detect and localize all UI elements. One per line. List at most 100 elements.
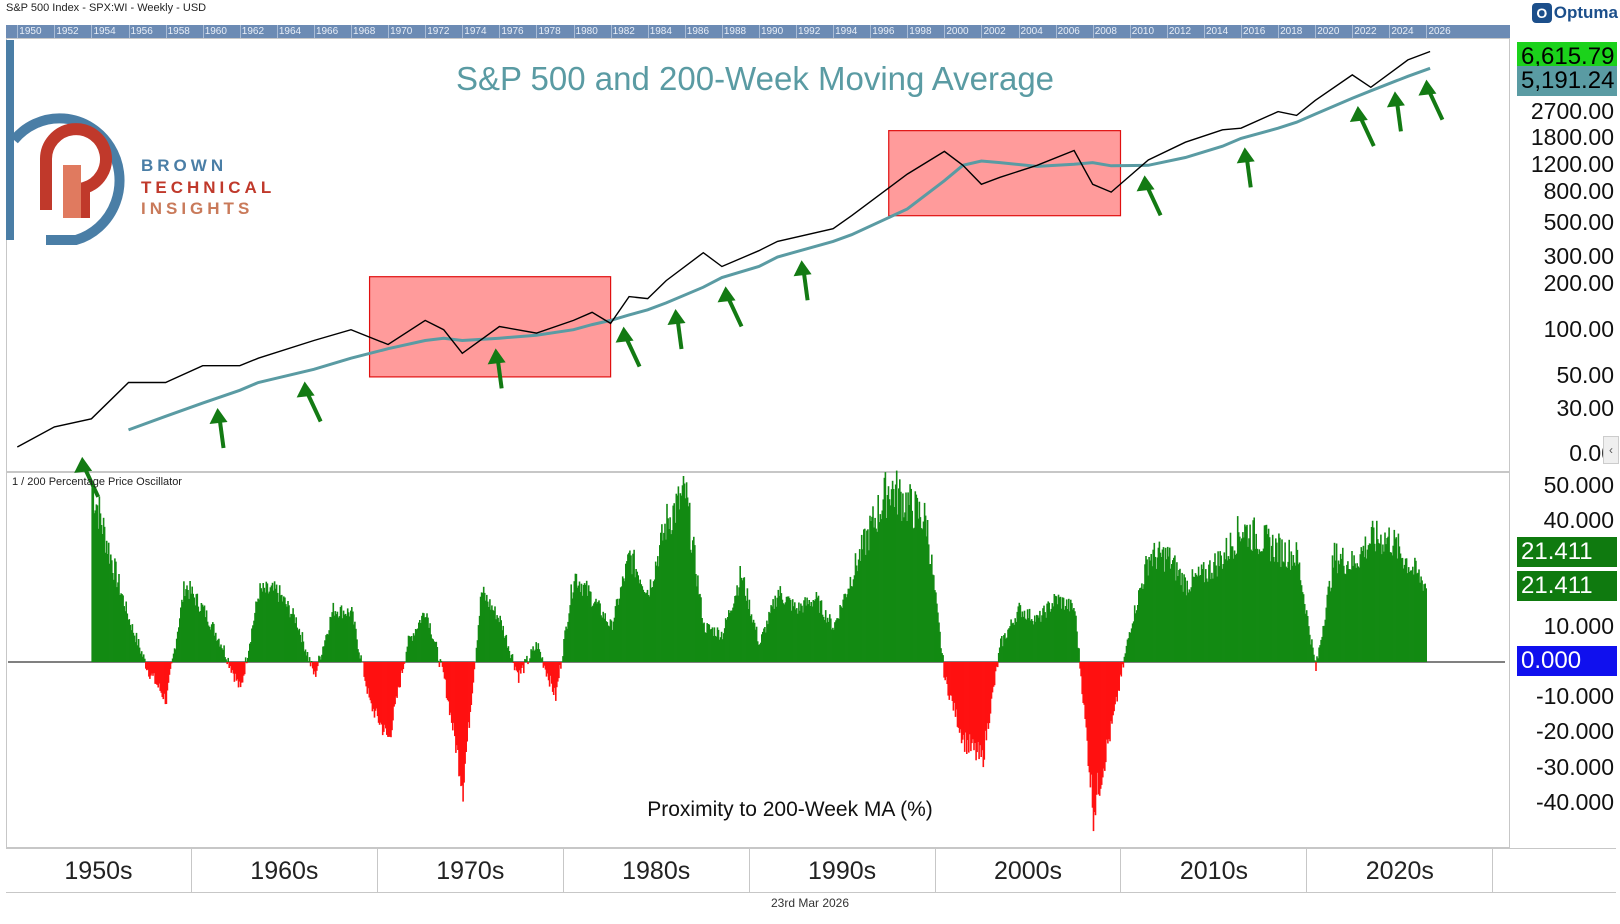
positive-bar bbox=[339, 607, 342, 662]
positive-bar bbox=[838, 618, 840, 662]
negative-bar bbox=[379, 662, 382, 723]
negative-bar bbox=[148, 662, 150, 677]
positive-bar bbox=[873, 527, 875, 662]
negative-bar bbox=[240, 662, 243, 683]
positive-bar bbox=[803, 600, 805, 662]
negative-bar bbox=[386, 662, 388, 735]
positive-bar bbox=[1231, 546, 1234, 662]
positive-bar bbox=[419, 620, 421, 662]
positive-bar bbox=[1379, 543, 1381, 662]
up-arrow-head-icon bbox=[487, 348, 506, 365]
negative-bar bbox=[236, 662, 239, 680]
negative-bar bbox=[1079, 662, 1081, 669]
positive-bar bbox=[1199, 575, 1202, 662]
positive-bar bbox=[779, 586, 782, 662]
negative-bar bbox=[527, 662, 529, 665]
negative-bar bbox=[974, 662, 976, 743]
positive-bar bbox=[130, 630, 133, 662]
negative-bar bbox=[402, 662, 405, 670]
year-tick bbox=[17, 25, 19, 38]
positive-bar bbox=[1010, 619, 1012, 662]
up-arrow-head-icon bbox=[1236, 147, 1255, 164]
positive-bar bbox=[790, 610, 793, 662]
positive-bar bbox=[566, 628, 568, 662]
up-arrow-icon bbox=[1426, 88, 1445, 121]
positive-bar bbox=[1394, 538, 1397, 662]
up-arrow-icon bbox=[1358, 115, 1376, 147]
year-label: 1970 bbox=[390, 26, 413, 37]
positive-bar bbox=[789, 600, 792, 662]
positive-bar bbox=[783, 604, 786, 662]
positive-bar bbox=[1131, 623, 1134, 662]
positive-bar bbox=[247, 657, 249, 662]
positive-bar bbox=[804, 597, 806, 662]
positive-bar bbox=[919, 517, 922, 662]
negative-bar bbox=[232, 662, 235, 674]
positive-bar bbox=[539, 651, 542, 662]
positive-bar bbox=[1381, 554, 1383, 662]
positive-bar bbox=[1266, 534, 1269, 662]
negative-bar bbox=[1105, 662, 1107, 763]
positive-bar bbox=[730, 610, 732, 662]
positive-bar bbox=[1371, 520, 1374, 662]
positive-bar bbox=[115, 561, 117, 662]
positive-bar bbox=[426, 613, 428, 662]
positive-bar bbox=[1056, 604, 1059, 662]
positive-bar bbox=[1072, 609, 1074, 662]
osc-zero-tag: 0.000 bbox=[1517, 646, 1617, 676]
positive-bar bbox=[856, 571, 859, 662]
positive-bar bbox=[203, 605, 206, 662]
positive-bar bbox=[700, 597, 702, 662]
positive-bar bbox=[282, 601, 284, 662]
positive-bar bbox=[1018, 602, 1021, 662]
negative-bar bbox=[155, 662, 157, 684]
positive-bar bbox=[1357, 566, 1359, 662]
positive-bar bbox=[782, 603, 785, 662]
positive-bar bbox=[1380, 534, 1382, 662]
positive-bar bbox=[265, 581, 268, 662]
positive-bar bbox=[1140, 587, 1142, 662]
positive-bar bbox=[1028, 608, 1031, 662]
positive-bar bbox=[835, 620, 837, 662]
negative-bar bbox=[456, 662, 458, 746]
positive-bar bbox=[1049, 611, 1051, 662]
positive-bar bbox=[888, 499, 891, 662]
year-label: 1978 bbox=[538, 26, 561, 37]
negative-bar bbox=[1113, 662, 1115, 712]
positive-bar bbox=[761, 634, 763, 662]
positive-bar bbox=[300, 642, 303, 662]
collapse-panel-button[interactable]: ‹ bbox=[1603, 436, 1619, 464]
positive-bar bbox=[860, 534, 863, 662]
positive-bar bbox=[319, 656, 321, 662]
positive-bar bbox=[1211, 572, 1213, 662]
positive-bar bbox=[928, 564, 931, 662]
positive-bar bbox=[695, 574, 697, 662]
negative-bar bbox=[557, 662, 559, 682]
negative-bar bbox=[447, 662, 450, 702]
positive-bar bbox=[719, 637, 722, 662]
positive-bar bbox=[843, 594, 845, 662]
positive-bar bbox=[1362, 545, 1365, 662]
positive-bar bbox=[1292, 555, 1295, 662]
positive-bar bbox=[1288, 539, 1290, 662]
positive-bar bbox=[667, 518, 669, 662]
negative-bar bbox=[1114, 662, 1116, 705]
positive-bar bbox=[1042, 608, 1044, 662]
positive-bar bbox=[1167, 556, 1170, 662]
positive-bar bbox=[813, 600, 816, 662]
positive-bar bbox=[602, 611, 604, 662]
positive-bar bbox=[1316, 656, 1318, 662]
negative-bar bbox=[147, 662, 149, 670]
positive-bar bbox=[1418, 569, 1420, 662]
positive-bar bbox=[263, 587, 266, 662]
year-tick bbox=[684, 25, 686, 38]
positive-bar bbox=[1254, 548, 1256, 662]
year-tick bbox=[1315, 25, 1317, 38]
year-label: 1992 bbox=[798, 26, 821, 37]
positive-bar bbox=[296, 627, 298, 662]
positive-bar bbox=[490, 609, 492, 662]
positive-bar bbox=[117, 582, 119, 662]
positive-bar bbox=[1241, 538, 1243, 662]
year-tick bbox=[239, 25, 241, 38]
positive-bar bbox=[606, 622, 609, 662]
